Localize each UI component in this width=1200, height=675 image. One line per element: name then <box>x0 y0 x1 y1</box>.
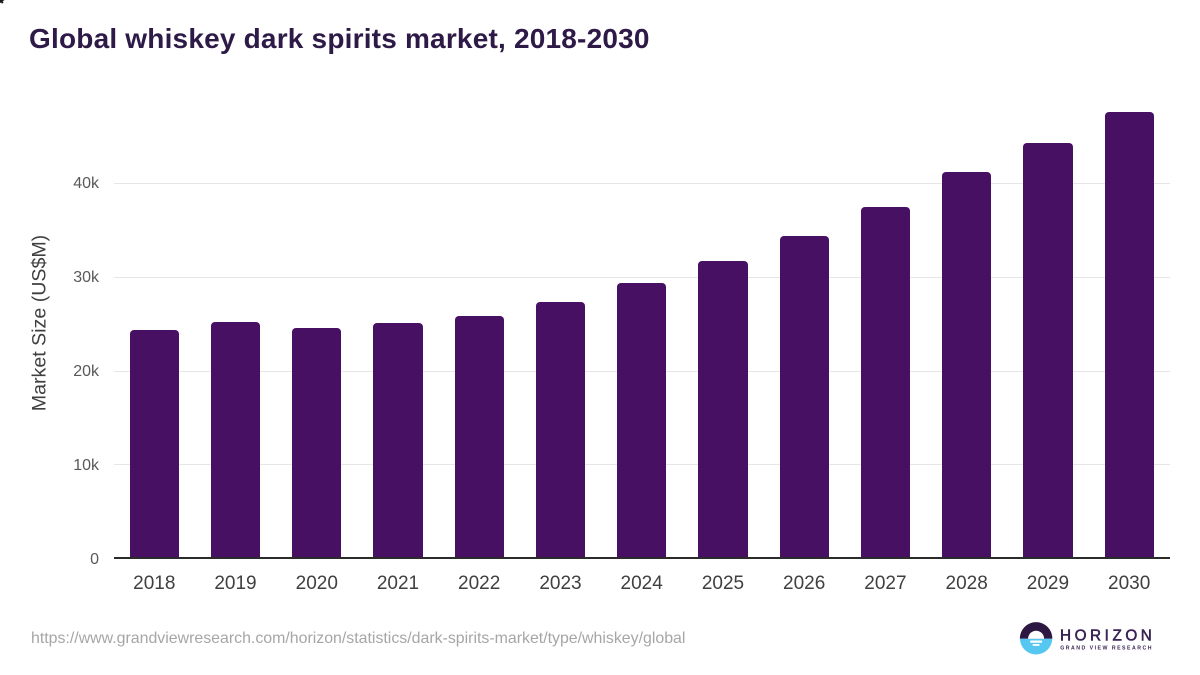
svg-text:GRAND VIEW RESEARCH: GRAND VIEW RESEARCH <box>1060 645 1153 651</box>
svg-text:HORIZON: HORIZON <box>1060 627 1154 644</box>
